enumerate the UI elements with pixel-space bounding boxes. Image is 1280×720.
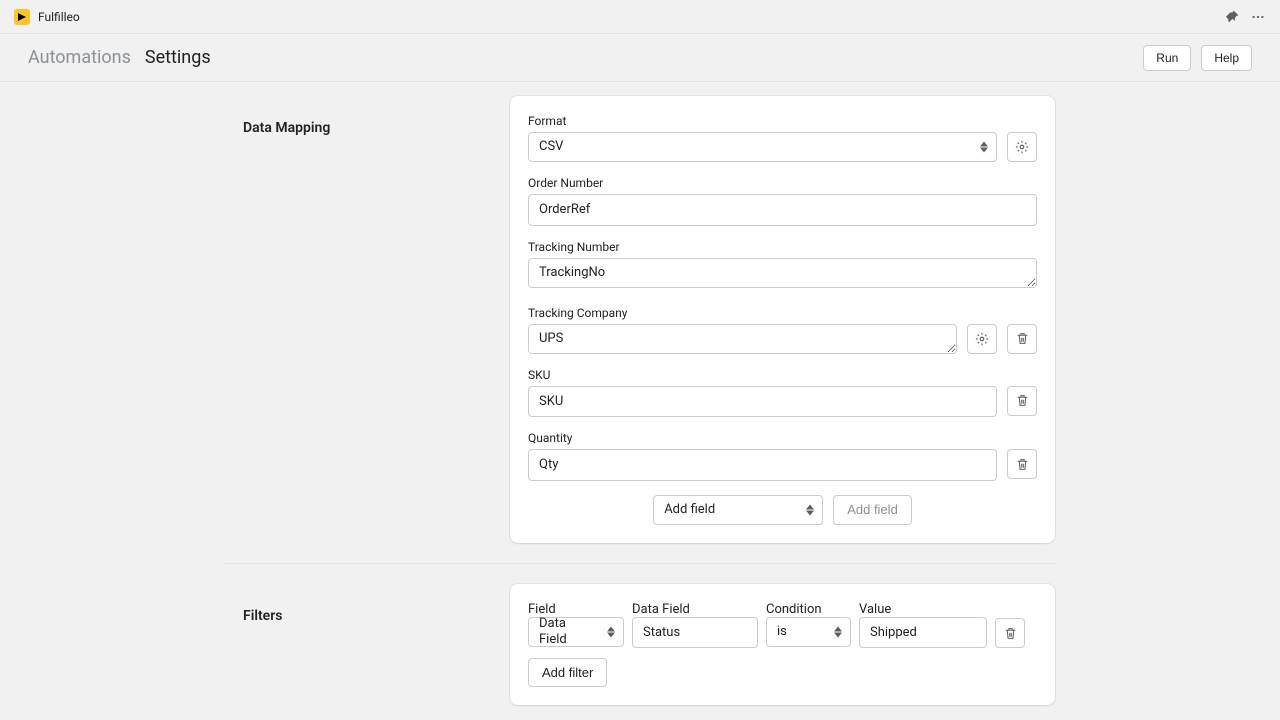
chevron-updown-icon (980, 142, 988, 153)
filter-field-value: Data Field (539, 616, 595, 647)
add-field-select[interactable]: Add field (653, 495, 823, 525)
pin-icon[interactable] (1224, 9, 1240, 25)
tab-automations[interactable]: Automations (28, 47, 131, 68)
page-body: Data Mapping Format CSV (0, 82, 1280, 720)
format-label: Format (528, 114, 1037, 128)
tracking-number-label: Tracking Number (528, 240, 1037, 254)
filter-field-select[interactable]: Data Field (528, 617, 624, 647)
format-select-value: CSV (539, 139, 563, 155)
filter-datafield-input[interactable] (632, 617, 758, 649)
filter-datafield-label: Data Field (632, 602, 758, 617)
more-icon[interactable] (1250, 9, 1266, 25)
tab-settings[interactable]: Settings (145, 47, 211, 68)
quantity-label: Quantity (528, 431, 1037, 445)
tracking-company-settings-button[interactable] (967, 324, 997, 354)
tab-bar: Automations Settings Run Help (0, 34, 1280, 82)
sku-label: SKU (528, 368, 1037, 382)
tracking-number-input[interactable]: TrackingNo (528, 258, 1037, 288)
tracking-company-input[interactable]: UPS (528, 324, 957, 354)
format-settings-button[interactable] (1007, 132, 1037, 162)
filter-condition-label: Condition (766, 602, 851, 617)
help-button[interactable]: Help (1201, 45, 1252, 71)
add-field-button[interactable]: Add field (833, 495, 912, 525)
filter-condition-value: is (777, 624, 787, 640)
filter-condition-select[interactable]: is (766, 617, 851, 647)
quantity-delete-button[interactable] (1007, 449, 1037, 479)
sku-input[interactable] (528, 386, 997, 418)
filter-value-label: Value (859, 602, 987, 617)
quantity-input[interactable] (528, 449, 997, 481)
title-bar: Fulfilleo (0, 0, 1280, 34)
card-data-mapping: Format CSV Order Number (510, 96, 1055, 543)
order-number-input[interactable] (528, 194, 1037, 226)
section-title-mapping: Data Mapping (225, 96, 490, 543)
order-number-label: Order Number (528, 176, 1037, 190)
filter-value-input[interactable] (859, 617, 987, 649)
run-button[interactable]: Run (1143, 45, 1191, 71)
section-data-mapping: Data Mapping Format CSV (225, 96, 1055, 563)
filter-field-label: Field (528, 602, 624, 617)
add-filter-button[interactable]: Add filter (528, 658, 607, 687)
app-title: Fulfilleo (38, 10, 80, 24)
tracking-company-label: Tracking Company (528, 306, 1037, 320)
chevron-updown-icon (834, 626, 842, 637)
app-icon (14, 9, 30, 25)
sku-delete-button[interactable] (1007, 386, 1037, 416)
add-field-select-value: Add field (664, 502, 715, 518)
tracking-company-delete-button[interactable] (1007, 324, 1037, 354)
chevron-updown-icon (607, 626, 615, 637)
format-select[interactable]: CSV (528, 132, 997, 162)
card-filters: Field Data Field Data Field Condition (510, 584, 1055, 706)
chevron-updown-icon (806, 504, 814, 515)
section-title-filters: Filters (225, 584, 490, 706)
section-filters: Filters Field Data Field Data Field (225, 563, 1055, 720)
filter-delete-button[interactable] (995, 618, 1025, 648)
